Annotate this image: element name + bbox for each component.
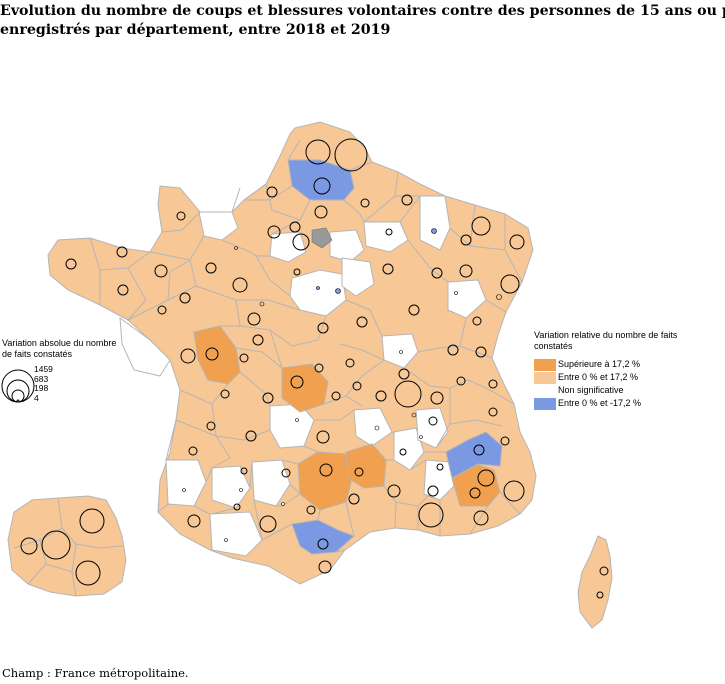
legend-label-increase: Entre 0 % et 17,2 % [558, 372, 639, 382]
legend-row-not-significant: Non significative [534, 384, 714, 397]
legend-row-strong-increase: Supérieure à 17,2 % [534, 358, 714, 371]
swatch-strong-increase [534, 358, 556, 371]
swatch-decrease [534, 397, 556, 410]
size-label-1: 1459 [34, 364, 53, 374]
non-significant-departments [119, 195, 487, 557]
paris-area [311, 227, 333, 249]
legend-label-not-significant: Non significative [558, 385, 624, 395]
size-label-3: 198 [34, 383, 49, 394]
inset-idf [7, 495, 127, 597]
size-label-4: 4 [34, 392, 39, 403]
proportional-circles [20, 138, 609, 599]
strong-increase-departments [193, 325, 501, 511]
footer-scope: Champ : France métropolitaine. [2, 666, 189, 680]
corsica [577, 535, 613, 629]
inset-borders [13, 497, 123, 597]
size-legend: Variation absolue du nombre de faits con… [2, 338, 142, 360]
color-legend: Variation relative du nombre de faits co… [534, 330, 714, 410]
size-legend-circles [1, 369, 35, 403]
color-legend-title: Variation relative du nombre de faits co… [534, 330, 678, 351]
department-borders [89, 139, 523, 553]
size-legend-labels: 1459 683 198 4 [34, 364, 53, 403]
map-title: Evolution du nombre de coups et blessure… [0, 2, 725, 40]
swatch-not-significant [534, 384, 556, 397]
title-line-2: enregistrés par département, entre 2018 … [0, 22, 391, 38]
small-dots [182, 228, 502, 542]
title-line-1: Evolution du nombre de coups et blessure… [0, 3, 725, 19]
legend-label-strong-increase: Supérieure à 17,2 % [558, 359, 641, 369]
legend-row-increase: Entre 0 % et 17,2 % [534, 371, 714, 384]
legend-label-decrease: Entre 0 % et -17,2 % [558, 398, 642, 408]
legend-row-decrease: Entre 0 % et -17,2 % [534, 397, 714, 410]
swatch-increase [534, 371, 556, 384]
size-legend-title: Variation absolue du nombre de faits con… [2, 338, 117, 359]
decrease-departments [287, 159, 503, 555]
size-label-2: 683 [34, 373, 49, 384]
